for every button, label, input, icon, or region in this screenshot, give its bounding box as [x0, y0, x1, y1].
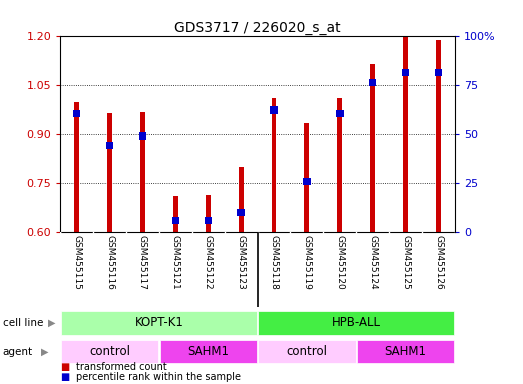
- Bar: [369, 79, 377, 86]
- Text: GSM455117: GSM455117: [138, 235, 147, 290]
- Bar: [403, 36, 408, 232]
- Text: SAHM1: SAHM1: [384, 345, 427, 358]
- Bar: [61, 340, 158, 364]
- Bar: [337, 98, 343, 232]
- Text: GSM455126: GSM455126: [434, 235, 443, 290]
- Bar: [139, 132, 146, 140]
- Text: GSM455119: GSM455119: [302, 235, 311, 290]
- Bar: [140, 112, 145, 232]
- Bar: [303, 178, 311, 185]
- Text: KOPT-K1: KOPT-K1: [134, 316, 183, 329]
- Bar: [172, 217, 179, 225]
- Text: GSM455118: GSM455118: [269, 235, 279, 290]
- Text: control: control: [89, 345, 130, 358]
- Text: GSM455115: GSM455115: [72, 235, 81, 290]
- Bar: [436, 40, 441, 232]
- Text: agent: agent: [3, 347, 33, 357]
- Text: control: control: [287, 345, 327, 358]
- Text: GSM455125: GSM455125: [401, 235, 410, 290]
- Text: GSM455120: GSM455120: [335, 235, 344, 290]
- Bar: [271, 98, 277, 232]
- Bar: [204, 217, 212, 225]
- Bar: [357, 340, 454, 364]
- Text: HPB-ALL: HPB-ALL: [332, 316, 381, 329]
- Bar: [73, 109, 81, 117]
- Text: GSM455122: GSM455122: [204, 235, 213, 290]
- Bar: [173, 197, 178, 232]
- Bar: [402, 69, 410, 76]
- Bar: [370, 64, 375, 232]
- Bar: [237, 209, 245, 216]
- Text: SAHM1: SAHM1: [187, 345, 229, 358]
- Text: cell line: cell line: [3, 318, 43, 328]
- Text: ▶: ▶: [48, 318, 55, 328]
- Text: GSM455124: GSM455124: [368, 235, 377, 290]
- Text: transformed count: transformed count: [76, 362, 167, 372]
- Text: GSM455121: GSM455121: [171, 235, 180, 290]
- Text: ▶: ▶: [41, 347, 49, 357]
- Bar: [336, 109, 344, 117]
- Text: GSM455116: GSM455116: [105, 235, 114, 290]
- Bar: [107, 113, 112, 232]
- Bar: [258, 311, 454, 335]
- Title: GDS3717 / 226020_s_at: GDS3717 / 226020_s_at: [174, 22, 341, 35]
- Bar: [106, 142, 113, 149]
- Text: percentile rank within the sample: percentile rank within the sample: [76, 372, 241, 382]
- Bar: [270, 106, 278, 114]
- Bar: [258, 340, 356, 364]
- Bar: [238, 167, 244, 232]
- Bar: [74, 102, 79, 232]
- Bar: [61, 311, 257, 335]
- Bar: [304, 123, 310, 232]
- Bar: [435, 69, 442, 76]
- Bar: [206, 195, 211, 232]
- Text: GSM455123: GSM455123: [236, 235, 246, 290]
- Text: ■: ■: [60, 372, 70, 382]
- Text: ■: ■: [60, 362, 70, 372]
- Bar: [160, 340, 257, 364]
